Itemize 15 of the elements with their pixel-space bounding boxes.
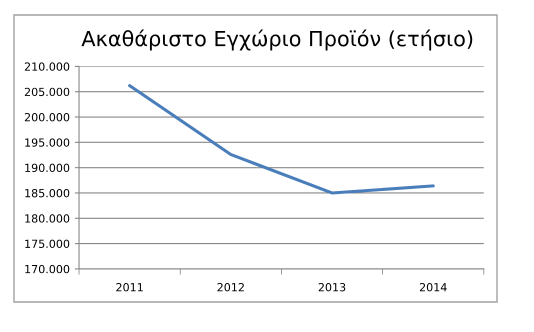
y-tick-label: 190.000 <box>25 164 70 172</box>
y-tick-label: 195.000 <box>25 138 70 147</box>
y-tick-label: 185.000 <box>25 188 70 198</box>
y-tick-label: 200.000 <box>24 113 70 122</box>
y-tick-label: 210.000 <box>24 62 70 71</box>
x-tick-label: 2013 <box>318 283 346 292</box>
y-tick-label: 175.000 <box>25 240 70 248</box>
x-tick-label: 2011 <box>116 283 143 292</box>
line-series <box>128 84 435 195</box>
x-tick-label: 2012 <box>217 283 244 292</box>
y-tick-label: 170.000 <box>25 264 70 274</box>
y-tick-label: 180.000 <box>25 214 70 223</box>
chart-title: Ακαθάριστο Εγχώριο Προϊόν (ετήσιο) <box>81 29 472 51</box>
x-tick-label: 2014 <box>420 283 447 292</box>
y-tick-label: 205.000 <box>24 88 70 96</box>
